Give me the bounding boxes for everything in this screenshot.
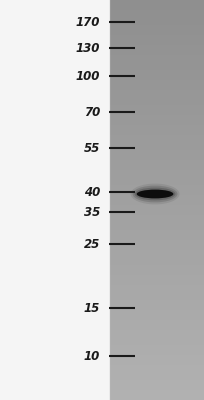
Bar bbox=[110, 100, 204, 105]
Bar bbox=[110, 120, 204, 125]
Bar bbox=[110, 254, 204, 260]
Bar bbox=[110, 274, 204, 280]
Bar bbox=[110, 200, 204, 205]
Bar bbox=[110, 385, 204, 390]
Bar bbox=[110, 180, 204, 185]
Bar bbox=[110, 334, 204, 340]
Bar bbox=[110, 155, 204, 160]
Bar bbox=[110, 290, 204, 295]
Bar bbox=[110, 45, 204, 50]
Bar bbox=[110, 204, 204, 210]
Text: 170: 170 bbox=[76, 16, 100, 28]
Ellipse shape bbox=[135, 188, 175, 200]
Bar bbox=[110, 165, 204, 170]
Bar bbox=[110, 340, 204, 345]
Bar bbox=[110, 240, 204, 245]
Bar bbox=[110, 210, 204, 215]
Bar bbox=[110, 285, 204, 290]
Bar bbox=[110, 10, 204, 15]
Bar bbox=[110, 365, 204, 370]
Bar bbox=[110, 190, 204, 195]
Bar bbox=[110, 225, 204, 230]
Bar bbox=[110, 15, 204, 20]
Bar bbox=[110, 294, 204, 300]
Bar bbox=[110, 185, 204, 190]
Bar bbox=[110, 85, 204, 90]
Bar bbox=[110, 280, 204, 285]
Bar bbox=[110, 55, 204, 60]
Bar bbox=[110, 195, 204, 200]
Ellipse shape bbox=[131, 184, 180, 204]
Bar bbox=[110, 374, 204, 380]
Bar bbox=[110, 390, 204, 395]
Bar bbox=[110, 370, 204, 375]
Text: 130: 130 bbox=[76, 42, 100, 54]
Bar bbox=[110, 115, 204, 120]
Text: 55: 55 bbox=[84, 142, 100, 154]
Bar bbox=[110, 134, 204, 140]
Bar bbox=[110, 40, 204, 45]
Text: 25: 25 bbox=[84, 238, 100, 250]
Bar bbox=[110, 70, 204, 75]
Bar bbox=[110, 360, 204, 365]
Bar bbox=[110, 314, 204, 320]
Bar bbox=[110, 80, 204, 85]
Bar bbox=[0, 0, 110, 400]
Bar bbox=[110, 214, 204, 220]
Text: 100: 100 bbox=[76, 70, 100, 82]
Ellipse shape bbox=[137, 190, 173, 198]
Bar bbox=[110, 260, 204, 265]
Bar bbox=[110, 244, 204, 250]
Bar bbox=[110, 310, 204, 315]
Bar bbox=[110, 60, 204, 65]
Text: 40: 40 bbox=[84, 186, 100, 198]
Text: 70: 70 bbox=[84, 106, 100, 118]
Bar bbox=[110, 125, 204, 130]
Bar bbox=[110, 394, 204, 400]
Bar bbox=[110, 5, 204, 10]
Bar bbox=[110, 110, 204, 115]
Bar bbox=[110, 344, 204, 350]
Bar bbox=[110, 354, 204, 360]
Bar bbox=[110, 140, 204, 145]
Bar bbox=[110, 220, 204, 225]
Bar bbox=[110, 265, 204, 270]
Bar bbox=[110, 230, 204, 235]
Bar bbox=[110, 330, 204, 335]
Text: 10: 10 bbox=[84, 350, 100, 362]
Bar bbox=[110, 130, 204, 135]
Bar bbox=[110, 350, 204, 355]
Bar bbox=[110, 305, 204, 310]
Bar bbox=[110, 35, 204, 40]
Bar bbox=[110, 250, 204, 255]
Bar bbox=[110, 170, 204, 175]
Bar bbox=[110, 95, 204, 100]
Text: 15: 15 bbox=[84, 302, 100, 314]
Bar bbox=[110, 234, 204, 240]
Bar bbox=[110, 50, 204, 55]
Bar bbox=[110, 174, 204, 180]
Bar bbox=[110, 105, 204, 110]
Bar bbox=[110, 270, 204, 275]
Bar bbox=[110, 325, 204, 330]
Bar bbox=[110, 74, 204, 80]
Bar bbox=[110, 320, 204, 325]
Ellipse shape bbox=[133, 186, 177, 202]
Bar bbox=[110, 150, 204, 155]
Bar bbox=[110, 300, 204, 305]
Bar bbox=[110, 30, 204, 35]
Bar bbox=[110, 65, 204, 70]
Text: 35: 35 bbox=[84, 206, 100, 218]
Bar bbox=[110, 25, 204, 30]
Bar bbox=[110, 0, 204, 5]
Bar bbox=[110, 160, 204, 165]
Bar bbox=[110, 90, 204, 95]
Bar bbox=[110, 380, 204, 385]
Bar bbox=[110, 145, 204, 150]
Bar bbox=[110, 20, 204, 25]
